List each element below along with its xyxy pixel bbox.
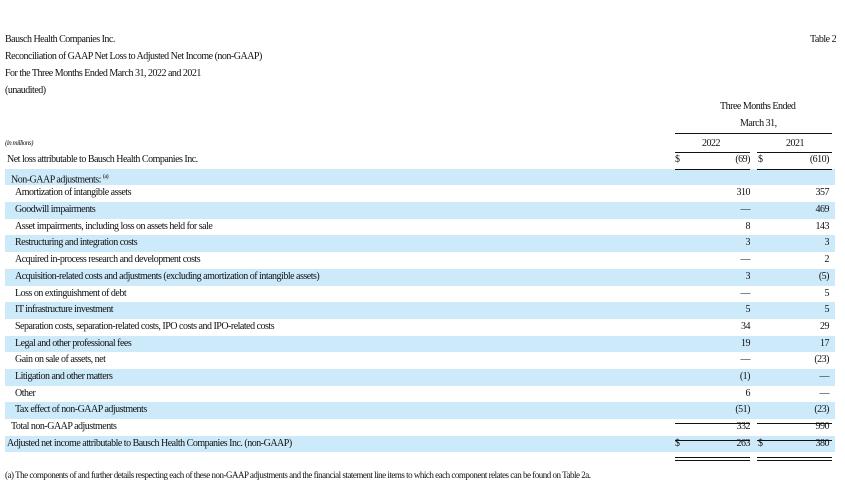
row-label: Other	[15, 387, 36, 399]
value-2021: 990	[815, 421, 830, 432]
dollar-sign: $	[758, 154, 763, 165]
value-2021: 469	[815, 204, 830, 216]
value-2021: (23)	[814, 354, 829, 366]
table-row: Other 6 —	[5, 386, 835, 403]
table-row: Acquired in-process research and develop…	[5, 252, 835, 269]
row-label: Goodwill impairments	[15, 204, 96, 216]
rule	[675, 169, 750, 170]
value-2021: 17	[820, 337, 830, 349]
double-rule	[757, 457, 832, 461]
value-2021: (23)	[814, 404, 829, 416]
table-row-adjusted: Adjusted net income attributable to Baus…	[5, 435, 835, 453]
value-2021: 357	[815, 187, 830, 199]
company-name: Bausch Health Companies Inc.	[5, 34, 115, 45]
value-2022: 19	[741, 337, 751, 349]
value-2021: 143	[815, 220, 830, 232]
value-2022: 6	[745, 387, 751, 399]
row-label: Asset impairments, including loss on ass…	[15, 220, 213, 232]
column-group-label: Three Months Ended	[720, 101, 796, 112]
table-row: Legal and other professional fees 19 17	[5, 335, 835, 353]
value-2022: 263	[736, 437, 751, 449]
rule	[675, 423, 750, 424]
row-label: Loss on extinguishment of debt	[15, 287, 127, 299]
report-period: For the Three Months Ended March 31, 202…	[5, 68, 201, 79]
dollar-sign: $	[675, 154, 680, 165]
header-rule	[675, 133, 832, 134]
row-label: Separation costs, separation-related cos…	[15, 320, 275, 332]
value-2022: —	[740, 254, 751, 266]
table-row: Tax effect of non-GAAP adjustments (51) (2…	[5, 402, 835, 419]
table-number: Table 2	[810, 34, 837, 45]
year-2022-header: 2022	[702, 138, 721, 149]
table-row: Amortization of intangible assets 310 357	[5, 185, 835, 202]
value-2022: (1)	[739, 370, 751, 382]
table-row: Non-GAAP adjustments: (a)	[5, 168, 835, 189]
rule	[757, 440, 832, 441]
year-2021-header: 2021	[786, 138, 805, 149]
column-group-date: March 31,	[740, 118, 777, 129]
value-2021: (5)	[818, 270, 830, 282]
year-2021-rule	[757, 152, 832, 153]
value-2021: 29	[820, 320, 830, 332]
unaudited-note: (unaudited)	[5, 85, 46, 96]
label-text: Non-GAAP adjustments:	[11, 174, 101, 186]
units-label: (in millions)	[5, 139, 33, 147]
row-label: Acquired in-process research and develop…	[15, 254, 201, 266]
table-row: Restructuring and integration costs 3 3	[5, 235, 835, 253]
value-2022: (51)	[735, 404, 750, 416]
reconciliation-table: Net loss attributable to Bausch Health C…	[5, 152, 835, 453]
value-2021: 3	[824, 237, 830, 249]
rule	[757, 169, 832, 170]
value-2022: 3	[745, 270, 751, 282]
row-label: Tax effect of non-GAAP adjustments	[15, 404, 147, 416]
table-row: Asset impairments, including loss on ass…	[5, 219, 835, 236]
table-row: IT infrastructure investment 5 5	[5, 302, 835, 319]
row-label: Litigation and other matters	[15, 370, 113, 382]
value-2022: 8	[745, 220, 751, 232]
value-2021: —	[819, 387, 830, 399]
double-rule	[675, 457, 750, 461]
table-row: Separation costs, separation-related cos…	[5, 319, 835, 336]
value-2022: 5	[745, 304, 751, 316]
table-row: Goodwill impairments — 469	[5, 202, 835, 219]
rule	[757, 423, 832, 424]
table-row: Loss on extinguishment of debt — 5	[5, 286, 835, 303]
value-2022: 332	[736, 421, 751, 432]
row-label: Adjusted net income attributable to Baus…	[7, 437, 292, 449]
value-2022: —	[740, 204, 751, 216]
row-label: Acquisition-related costs and adjustment…	[15, 270, 320, 282]
row-label: Non-GAAP adjustments: (a)	[11, 169, 109, 189]
report-title: Reconciliation of GAAP Net Loss to Adjus…	[5, 51, 262, 62]
year-2022-rule	[675, 152, 750, 153]
table-row: Gain on sale of assets, net — (23)	[5, 352, 835, 369]
rule	[675, 440, 750, 441]
table-row: Net loss attributable to Bausch Health C…	[5, 152, 835, 169]
value-2022: —	[740, 287, 751, 299]
row-label: Restructuring and integration costs	[15, 237, 138, 249]
row-label: Net loss attributable to Bausch Health C…	[7, 154, 198, 165]
footnote: (a) The components of and further detail…	[5, 470, 591, 480]
value-2021: 5	[824, 304, 830, 316]
value-2022: 34	[741, 320, 751, 332]
dollar-sign: $	[758, 437, 763, 449]
value-2021: 2	[824, 254, 830, 266]
value-2022: 310	[736, 187, 751, 199]
value-2022: —	[740, 354, 751, 366]
dollar-sign: $	[675, 437, 680, 449]
value-2021: (610)	[809, 154, 830, 165]
value-2021: —	[819, 370, 830, 382]
table-row: Acquisition-related costs and adjustment…	[5, 268, 835, 286]
table-row: Litigation and other matters (1) —	[5, 368, 835, 386]
row-label: Legal and other professional fees	[15, 337, 132, 349]
table-row-total: Total non-GAAP adjustments 332 990	[5, 419, 835, 436]
value-2021: 380	[815, 437, 830, 449]
value-2021: 5	[824, 287, 830, 299]
row-label: Amortization of intangible assets	[15, 187, 131, 199]
row-label: Gain on sale of assets, net	[15, 354, 106, 366]
value-2022: 3	[745, 237, 751, 249]
row-label: IT infrastructure investment	[15, 304, 114, 316]
footnote-marker: (a)	[102, 173, 109, 180]
value-2022: (69)	[735, 154, 750, 165]
row-label: Total non-GAAP adjustments	[11, 421, 117, 432]
